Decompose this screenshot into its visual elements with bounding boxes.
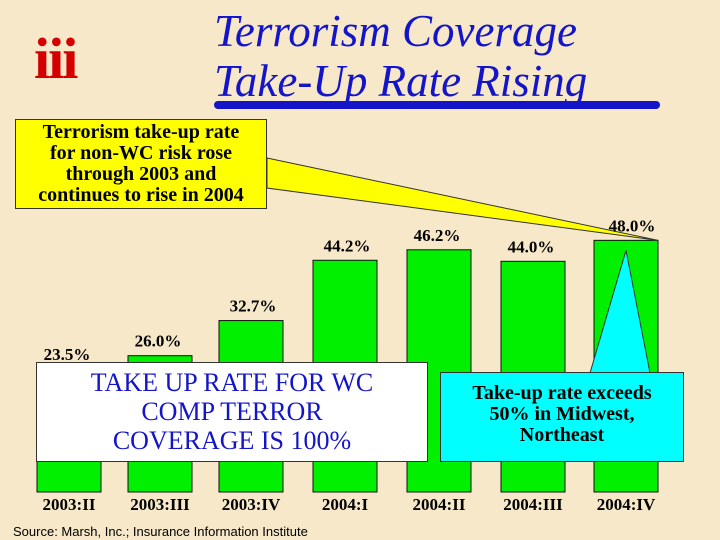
x-tick-label: 2004:II (413, 495, 466, 514)
callout-line: Terrorism take-up rate (42, 121, 240, 143)
x-tick-label: 2003:IV (222, 495, 281, 514)
wc-comp-callout: TAKE UP RATE FOR WC COMP TERROR COVERAGE… (36, 362, 428, 462)
slide-title: Terrorism Coverage Take-Up Rate Rising (214, 6, 714, 106)
title-underline (214, 101, 660, 109)
non-wc-callout: Terrorism take-up rate for non-WC risk r… (15, 119, 267, 209)
x-tick-label: 2004:I (322, 495, 369, 514)
x-tick-labels-group: 2003:II 2003:III 2003:IV 2004:I 2004:II 2004:… (43, 495, 656, 514)
wc-callout-line: COMP TERROR (141, 397, 323, 426)
data-label: 44.2% (324, 236, 371, 255)
wc-callout-line: COVERAGE IS 100% (112, 426, 352, 455)
data-label: 48.0% (609, 216, 656, 235)
data-label: 46.2% (414, 226, 461, 245)
x-tick-label: 2004:IV (597, 495, 656, 514)
cyan-callout-line: Northeast (519, 424, 605, 446)
cyan-callout-line: Take-up rate exceeds (472, 382, 652, 404)
midwest-northeast-callout: Take-up rate exceeds 50% in Midwest, Nor… (440, 372, 684, 462)
callout-line: continues to rise in 2004 (38, 184, 244, 206)
data-label: 44.0% (508, 237, 555, 256)
yellow-callout-pointer (266, 157, 659, 241)
data-label: 32.7% (230, 297, 277, 316)
cyan-callout-line: 50% in Midwest, (489, 403, 635, 425)
callout-line: for non-WC risk rose (49, 142, 233, 164)
title-line-1: Terrorism Coverage (214, 6, 577, 56)
iii-logo: iii (34, 26, 78, 91)
x-tick-label: 2004:III (503, 495, 563, 514)
data-label: 23.5% (44, 345, 91, 364)
source-note: Source: Marsh, Inc.; Insurance Informati… (13, 524, 308, 539)
wc-callout-line: TAKE UP RATE FOR WC (90, 368, 374, 397)
data-labels-group: 23.5% 26.0% 32.7% 44.2% 46.2% 44.0% 48.0% (44, 216, 656, 363)
data-label: 26.0% (135, 332, 182, 351)
title-line-2: Take-Up Rate Rising (214, 56, 588, 106)
x-tick-label: 2003:II (43, 495, 96, 514)
x-tick-label: 2003:III (130, 495, 190, 514)
callout-line: through 2003 and (65, 163, 217, 185)
